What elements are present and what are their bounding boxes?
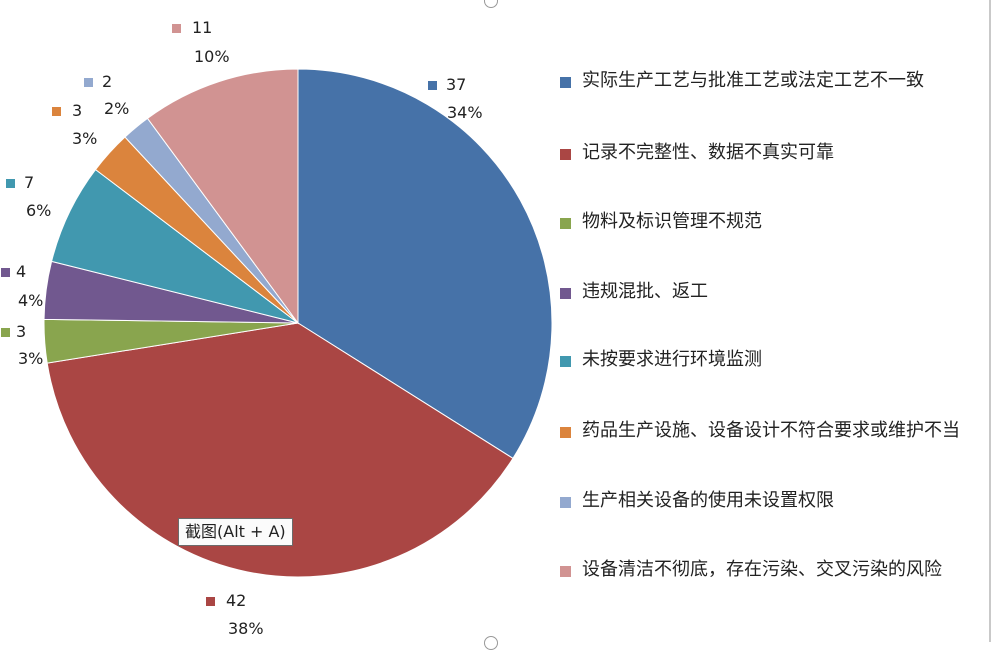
data-label-key bbox=[172, 24, 181, 33]
data-label-key bbox=[84, 78, 93, 87]
data-label-value: 3 bbox=[16, 322, 27, 341]
data-label-key bbox=[6, 179, 15, 188]
legend-swatch bbox=[560, 566, 571, 577]
data-label-value: 42 bbox=[226, 591, 247, 610]
data-label-percent: 34% bbox=[447, 103, 483, 122]
data-label-value: 4 bbox=[16, 262, 27, 281]
data-label-key bbox=[1, 268, 10, 277]
pie-slice bbox=[46, 322, 514, 578]
data-label-value: 3 bbox=[72, 101, 83, 120]
legend-swatch bbox=[560, 427, 571, 438]
data-label-percent: 6% bbox=[26, 201, 52, 220]
legend-swatch bbox=[560, 149, 571, 160]
legend-label: 实际生产工艺与批准工艺或法定工艺不一致 bbox=[582, 70, 924, 91]
pie-slice bbox=[297, 68, 553, 460]
data-label-key bbox=[206, 597, 215, 606]
data-label-percent: 3% bbox=[18, 349, 44, 368]
data-label-value: 11 bbox=[192, 18, 213, 37]
window-edge bbox=[989, 0, 991, 642]
legend-label: 药品生产设施、设备设计不符合要求或维护不当 bbox=[582, 420, 960, 441]
legend-swatch bbox=[560, 356, 571, 367]
screenshot-tooltip: 截图(Alt + A) bbox=[178, 518, 293, 546]
data-label-value: 2 bbox=[102, 72, 113, 91]
data-label-key bbox=[428, 81, 437, 90]
legend-swatch bbox=[560, 288, 571, 299]
data-label-value: 37 bbox=[446, 75, 467, 94]
data-label-percent: 38% bbox=[228, 619, 264, 638]
pie-chart bbox=[43, 68, 553, 578]
legend-swatch bbox=[560, 218, 571, 229]
legend-label: 生产相关设备的使用未设置权限 bbox=[582, 490, 834, 511]
data-label-percent: 10% bbox=[194, 47, 230, 66]
data-label-key bbox=[52, 107, 61, 116]
data-label-percent: 4% bbox=[18, 291, 44, 310]
legend-label: 物料及标识管理不规范 bbox=[582, 211, 762, 232]
legend-label: 设备清洁不彻底，存在污染、交叉污染的风险 bbox=[582, 559, 942, 580]
data-label-value: 7 bbox=[24, 173, 35, 192]
legend-label: 未按要求进行环境监测 bbox=[582, 349, 762, 370]
pie-slice bbox=[146, 68, 299, 325]
data-label-percent: 3% bbox=[72, 129, 98, 148]
legend-label: 记录不完整性、数据不真实可靠 bbox=[582, 142, 834, 163]
resize-handle-bottom[interactable] bbox=[484, 636, 498, 650]
legend-label: 违规混批、返工 bbox=[582, 281, 708, 302]
legend-swatch bbox=[560, 497, 571, 508]
data-label-percent: 2% bbox=[104, 99, 130, 118]
legend-swatch bbox=[560, 77, 571, 88]
data-label-key bbox=[1, 328, 10, 337]
